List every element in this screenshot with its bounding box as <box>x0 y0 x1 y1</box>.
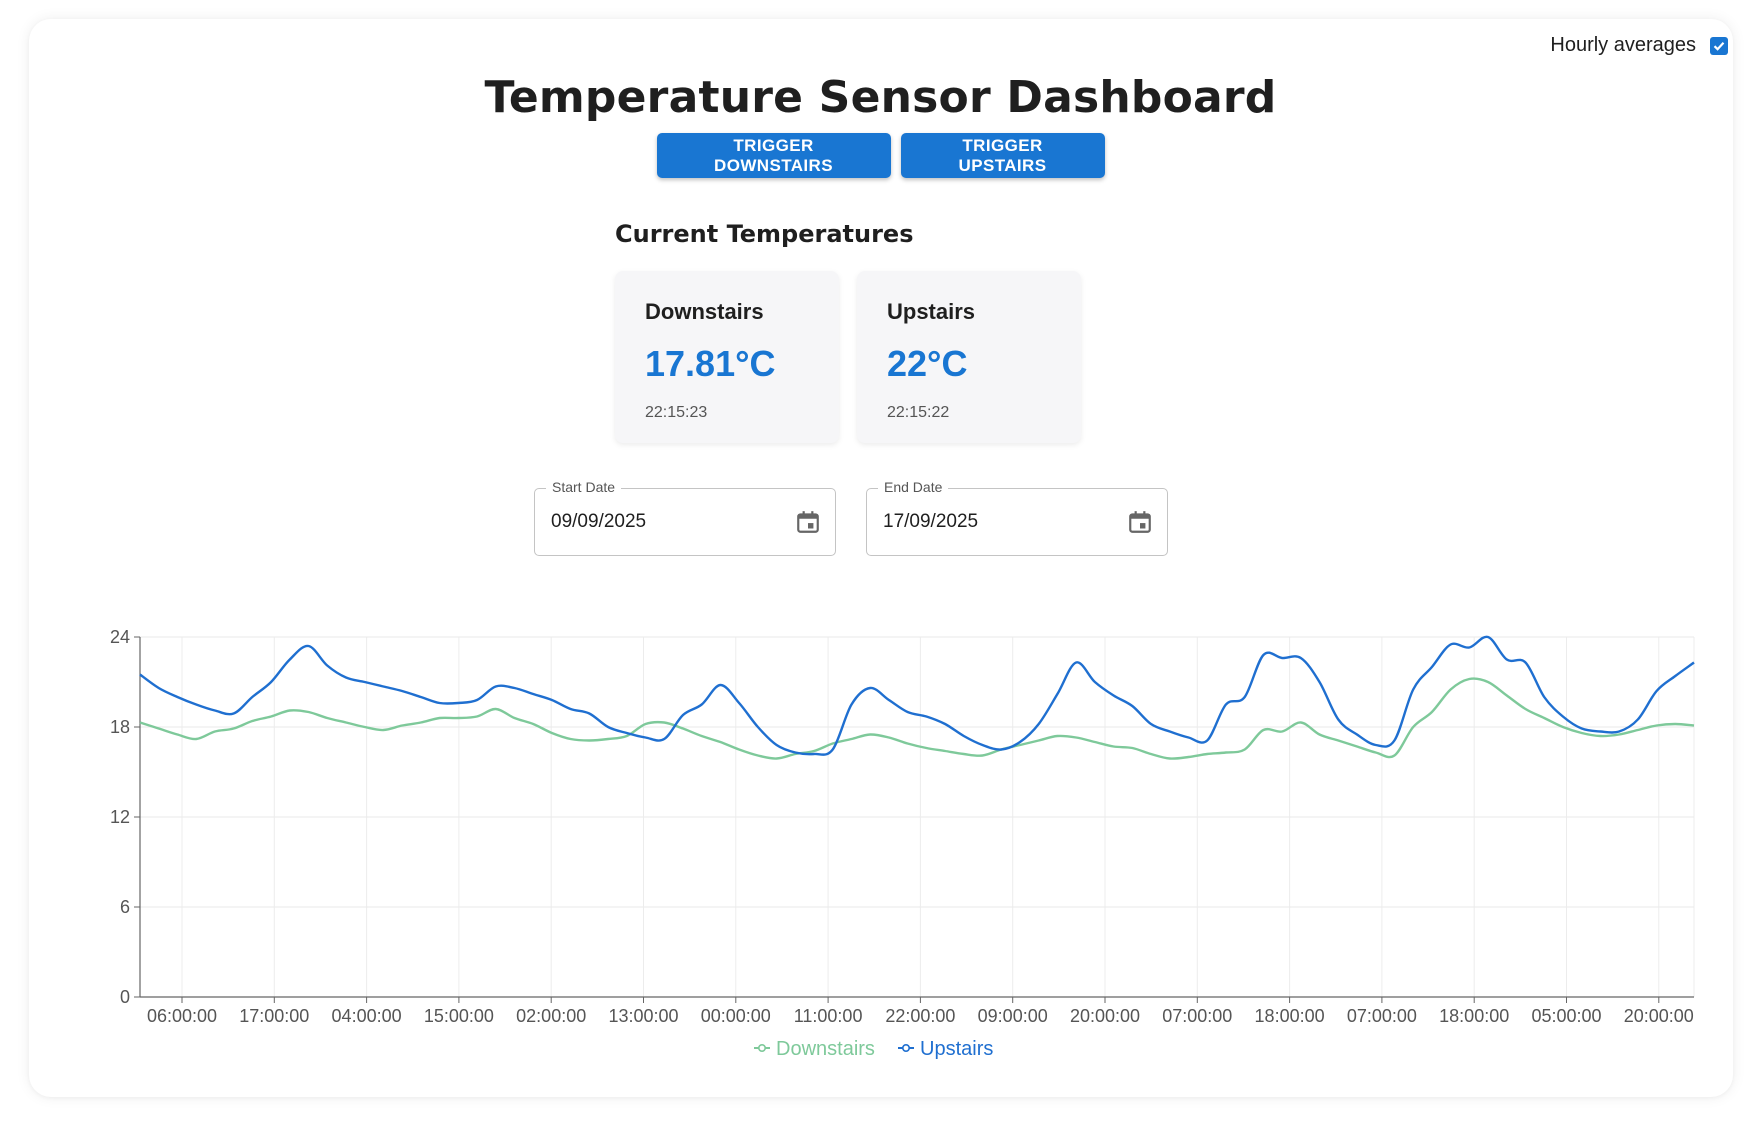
x-tick-label: 13:00:00 <box>608 1006 678 1026</box>
x-tick-label: 04:00:00 <box>332 1006 402 1026</box>
x-tick-label: 11:00:00 <box>794 1006 863 1026</box>
downstairs-timestamp: 22:15:23 <box>645 404 708 421</box>
legend-swatch-marker <box>901 1044 910 1053</box>
calendar-icon[interactable] <box>795 509 821 535</box>
x-tick-label: 02:00:00 <box>516 1006 586 1026</box>
trigger-button-row: TRIGGER DOWNSTAIRS TRIGGER UPSTAIRS <box>0 133 1761 178</box>
y-tick-label: 0 <box>120 987 130 1007</box>
trigger-upstairs-button[interactable]: TRIGGER UPSTAIRS <box>900 133 1105 178</box>
x-tick-label: 07:00:00 <box>1347 1006 1417 1026</box>
x-tick-label: 18:00:00 <box>1439 1006 1509 1026</box>
x-tick-label: 09:00:00 <box>978 1006 1048 1026</box>
x-tick-label: 07:00:00 <box>1162 1006 1232 1026</box>
x-tick-label: 20:00:00 <box>1070 1006 1140 1026</box>
downstairs-temperature-card: Downstairs 17.81°C 22:15:23 <box>615 271 839 443</box>
start-date-label: Start Date <box>546 479 622 495</box>
start-date-input[interactable] <box>551 511 771 533</box>
y-tick-label: 18 <box>110 717 130 737</box>
end-date-input[interactable] <box>883 511 1103 533</box>
series-line-downstairs <box>139 677 1695 760</box>
end-date-label: End Date <box>878 479 949 495</box>
upstairs-temperature-value: 22°C <box>887 343 968 384</box>
upstairs-temperature-card: Upstairs 22°C 22:15:22 <box>857 271 1081 443</box>
hourly-averages-checkbox[interactable] <box>1710 36 1728 55</box>
trigger-downstairs-button[interactable]: TRIGGER DOWNSTAIRS <box>656 133 891 178</box>
legend-label-downstairs: Downstairs <box>776 1038 875 1060</box>
legend-label-upstairs: Upstairs <box>920 1038 993 1060</box>
y-tick-label: 6 <box>120 897 130 917</box>
legend-swatch-marker <box>757 1044 766 1053</box>
y-tick-label: 24 <box>110 627 130 647</box>
series-line-upstairs <box>139 635 1695 756</box>
x-tick-label: 06:00:00 <box>147 1006 217 1026</box>
upstairs-timestamp: 22:15:22 <box>887 404 950 421</box>
x-tick-label: 17:00:00 <box>239 1006 309 1026</box>
page-title: Temperature Sensor Dashboard <box>484 72 1277 123</box>
end-date-field[interactable]: End Date <box>866 479 1168 556</box>
check-icon <box>1713 41 1725 51</box>
hourly-averages-label: Hourly averages <box>1550 34 1696 56</box>
calendar-icon[interactable] <box>1127 509 1153 535</box>
dashboard-card <box>29 19 1733 1097</box>
x-tick-label: 22:00:00 <box>885 1006 955 1026</box>
y-tick-label: 12 <box>110 807 130 827</box>
x-tick-label: 18:00:00 <box>1255 1006 1325 1026</box>
upstairs-card-name: Upstairs <box>887 299 976 324</box>
current-temperatures-heading: Current Temperatures <box>615 220 914 248</box>
hourly-averages-toggle[interactable]: Hourly averages <box>1550 34 1728 57</box>
x-tick-label: 15:00:00 <box>424 1006 494 1026</box>
x-tick-label: 20:00:00 <box>1624 1006 1694 1026</box>
x-tick-label: 00:00:00 <box>701 1006 771 1026</box>
start-date-field[interactable]: Start Date <box>534 479 836 556</box>
downstairs-card-name: Downstairs <box>645 299 764 324</box>
downstairs-temperature-value: 17.81°C <box>645 343 776 384</box>
x-tick-label: 05:00:00 <box>1531 1006 1601 1026</box>
